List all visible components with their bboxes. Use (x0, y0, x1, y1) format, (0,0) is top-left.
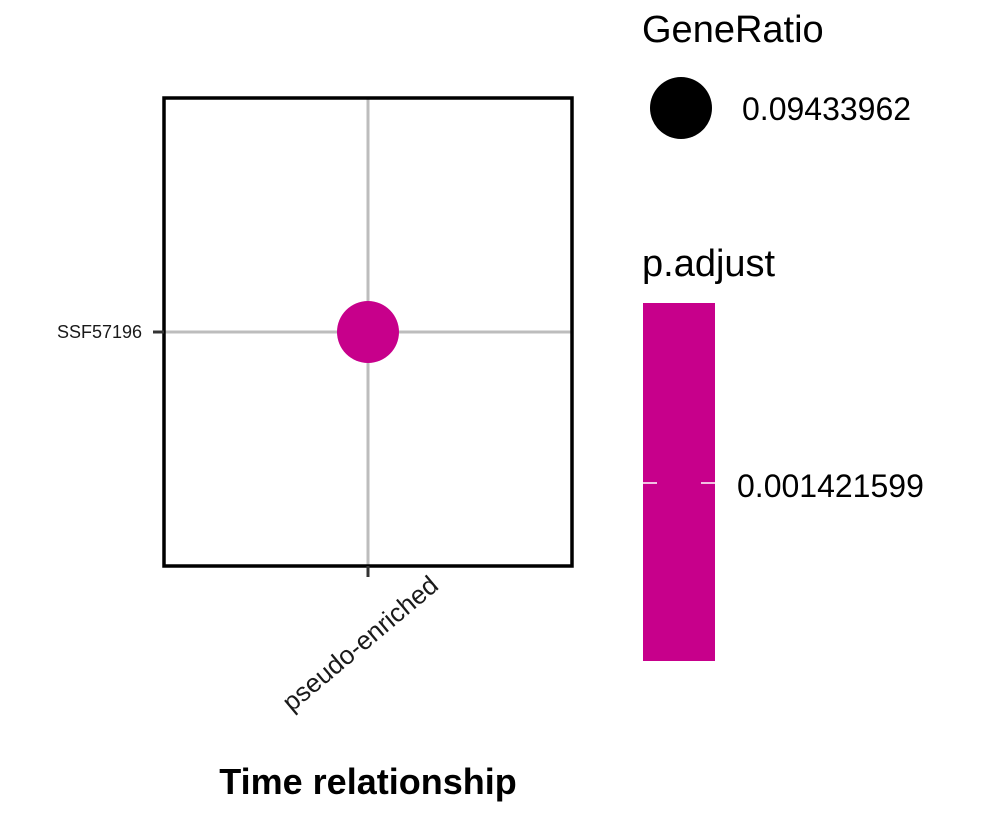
plot-panel (162, 96, 574, 568)
size-legend-label: 0.09433962 (742, 91, 911, 127)
y-tick-label: SSF57196 (57, 322, 142, 342)
color-legend-title: p.adjust (642, 243, 776, 285)
y-axis: SSF57196 (57, 322, 164, 342)
colorbar (643, 303, 715, 661)
points-layer (337, 301, 399, 363)
size-legend-key (650, 77, 712, 139)
color-legend: p.adjust 0.001421599 (642, 243, 924, 661)
size-legend: GeneRatio 0.09433962 (642, 9, 911, 139)
color-legend-label: 0.001421599 (737, 468, 924, 504)
size-legend-title: GeneRatio (642, 9, 824, 51)
x-axis: pseudo-enriched (276, 566, 444, 717)
x-axis-title: Time relationship (219, 761, 516, 802)
x-tick-label: pseudo-enriched (276, 570, 444, 717)
data-point (337, 301, 399, 363)
